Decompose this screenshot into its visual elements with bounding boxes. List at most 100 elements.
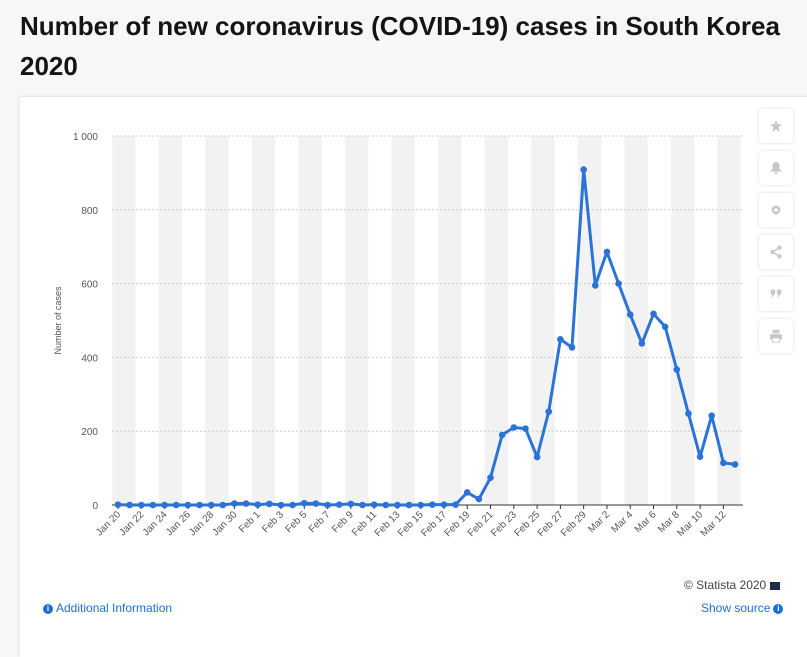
grid-band	[298, 136, 322, 505]
data-point	[242, 500, 250, 507]
x-tick-label: Mar 2	[586, 509, 612, 535]
additional-information-link[interactable]: i Additional Information	[40, 601, 172, 615]
data-point	[277, 501, 285, 509]
data-point	[266, 500, 273, 508]
x-tick-label: Mar 12	[699, 509, 729, 539]
data-point	[475, 495, 483, 503]
flag-icon	[770, 581, 781, 590]
y-tick-label: 200	[81, 427, 98, 438]
data-point	[429, 501, 436, 508]
grid-band	[670, 136, 695, 505]
data-point	[207, 501, 215, 509]
data-point	[696, 453, 704, 460]
data-point	[405, 501, 413, 509]
data-point	[615, 280, 622, 287]
info-icon: i	[43, 603, 53, 614]
y-tick-label: 1 000	[73, 132, 98, 143]
data-point	[149, 501, 157, 509]
data-point	[382, 501, 390, 509]
data-point	[731, 461, 739, 468]
notification-button[interactable]	[759, 151, 793, 185]
y-tick-label: 600	[81, 280, 98, 291]
x-tick-label: Mar 6	[633, 509, 659, 535]
copyright-note: © Statista 2020	[684, 578, 781, 592]
data-point	[650, 310, 657, 318]
grid-band	[484, 136, 508, 505]
data-point	[533, 453, 541, 461]
data-point	[161, 501, 168, 509]
title-line-1: Number of new coronavirus (COVID-19) cas…	[20, 11, 780, 41]
data-point	[347, 500, 355, 508]
star-icon	[769, 119, 783, 133]
data-point	[335, 501, 343, 508]
x-tick-label: Mar 4	[609, 509, 635, 535]
data-point	[580, 166, 587, 173]
share-button[interactable]	[759, 235, 793, 269]
share-icon	[770, 245, 782, 259]
data-point	[638, 340, 646, 347]
data-point	[137, 501, 145, 509]
data-point	[172, 501, 180, 509]
data-point	[557, 336, 564, 343]
y-tick-label: 400	[81, 353, 98, 364]
gear-icon	[771, 205, 781, 215]
data-point	[626, 311, 634, 318]
data-point	[417, 501, 424, 509]
x-tick-label: Jan 30	[211, 509, 240, 538]
data-point	[708, 412, 716, 420]
x-tick-label: Feb 5	[284, 509, 310, 535]
favorite-button[interactable]	[759, 109, 793, 143]
grid-band	[438, 136, 462, 505]
grid-band	[391, 136, 415, 505]
chart-toolbar	[759, 109, 793, 361]
data-point	[196, 501, 203, 509]
data-point	[219, 501, 227, 509]
data-point	[254, 501, 261, 508]
y-axis-label: Number of cases	[53, 286, 63, 355]
data-point	[184, 501, 192, 509]
data-point	[440, 501, 448, 508]
data-point	[289, 501, 296, 509]
data-point	[231, 500, 238, 507]
data-point	[685, 410, 692, 417]
data-point	[300, 499, 308, 507]
grid-band	[205, 136, 229, 505]
x-tick-label: Jan 28	[187, 509, 216, 538]
grid-band	[345, 136, 369, 505]
grid-band	[112, 136, 136, 505]
data-point	[545, 408, 553, 415]
data-point	[370, 501, 378, 508]
x-tick-label: Jan 20	[94, 509, 123, 538]
info-icon: i	[773, 603, 784, 614]
data-point	[568, 344, 576, 351]
grid-band	[624, 136, 648, 505]
show-source-link[interactable]: Show source i	[701, 601, 786, 615]
title-line-2: 2020	[20, 51, 78, 81]
data-point	[359, 501, 366, 509]
y-tick-label: 800	[81, 206, 98, 217]
show-source-label: Show source	[701, 601, 771, 615]
data-point	[498, 431, 506, 439]
quote-icon	[770, 289, 782, 299]
data-point	[114, 501, 122, 508]
grid-band	[717, 136, 741, 505]
cite-button[interactable]	[759, 277, 793, 311]
x-tick-label: Feb 1	[237, 509, 263, 535]
print-button[interactable]	[759, 319, 793, 353]
data-point	[452, 501, 459, 508]
x-tick-label: Jan 24	[141, 509, 170, 538]
grid-band	[158, 136, 183, 505]
data-point	[312, 500, 320, 507]
data-point	[661, 323, 669, 331]
settings-button[interactable]	[759, 193, 793, 227]
data-point	[126, 501, 133, 509]
copyright-text: © Statista 2020	[684, 578, 767, 592]
grid-band	[577, 136, 602, 505]
x-tick-label: Feb 3	[260, 509, 286, 535]
grid-band	[251, 136, 276, 505]
x-tick-label: Feb 7	[307, 509, 333, 535]
x-tick-label: Feb 29	[559, 509, 589, 539]
data-point	[673, 366, 681, 373]
data-point	[603, 248, 611, 256]
